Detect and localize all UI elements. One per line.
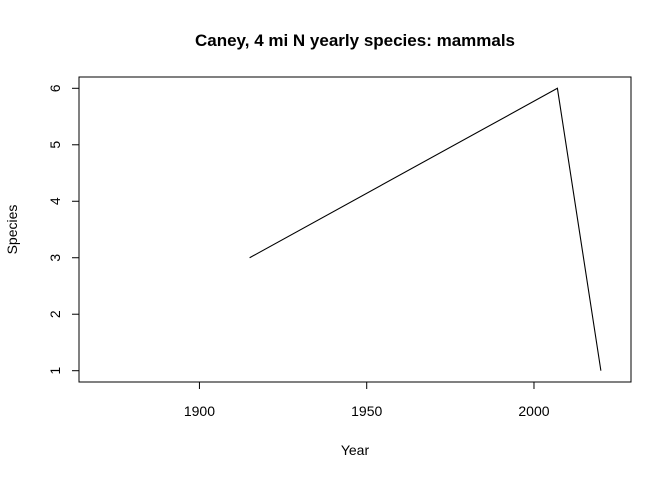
y-tick-label: 1 [47, 367, 63, 375]
series-line [249, 87, 602, 371]
y-tick-label: 4 [47, 197, 63, 205]
y-axis-label: Species [4, 205, 20, 255]
x-axis: 1900 1950 2000 [184, 381, 550, 419]
x-axis-label: Year [341, 442, 370, 458]
chart-title: Caney, 4 mi N yearly species: mammals [195, 31, 515, 50]
y-tick-label: 2 [47, 310, 63, 318]
series-layer [249, 87, 602, 371]
x-tick-label: 1950 [351, 403, 382, 419]
y-axis: 1 2 3 4 5 6 [47, 84, 80, 375]
y-tick-label: 3 [47, 254, 63, 262]
x-tick-label: 1900 [184, 403, 215, 419]
y-tick-label: 5 [47, 141, 63, 149]
x-tick-label: 2000 [518, 403, 549, 419]
plot-frame [78, 76, 632, 383]
y-tick-label: 6 [47, 84, 63, 92]
